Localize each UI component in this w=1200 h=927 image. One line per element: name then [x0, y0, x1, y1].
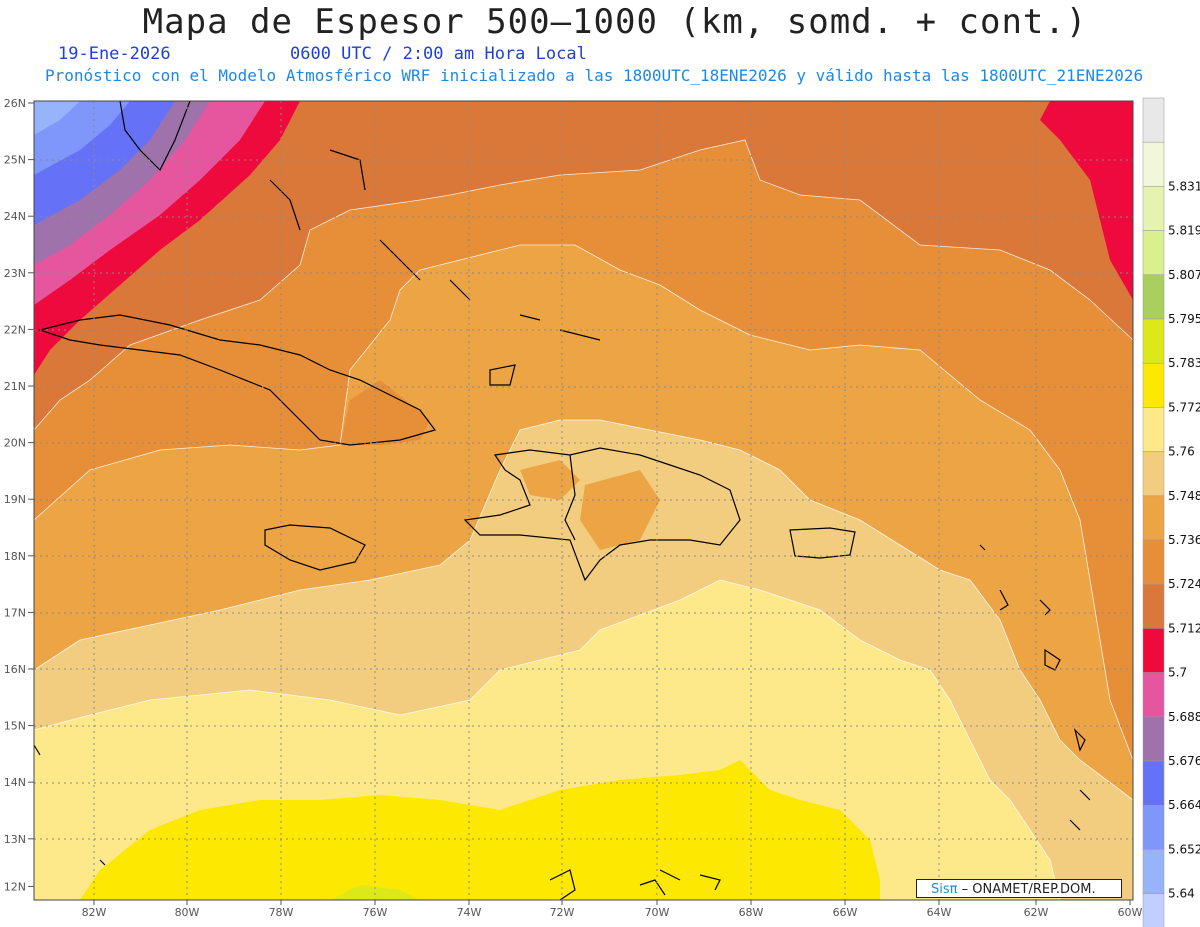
lat-tick-label: 13N [4, 833, 26, 846]
legend-swatch [1142, 539, 1165, 585]
legend-swatch [1142, 97, 1165, 143]
lat-tick-label: 12N [4, 880, 26, 893]
legend-swatch [1142, 849, 1165, 894]
longitude-axis: 82W 80W 78W 76W 74W 72W 70W 68W 66W 64W 62W 60W [82, 900, 1143, 919]
legend-label: 5.64 [1168, 887, 1195, 901]
band-5772 [80, 760, 880, 900]
lat-tick-label: 22N [4, 323, 26, 336]
legend-swatch [1142, 274, 1165, 320]
lon-tick-label: 70W [645, 906, 670, 919]
lon-tick-label: 62W [1024, 906, 1049, 919]
legend-label: 5.676 [1168, 754, 1200, 768]
legend-label: 5.748 [1168, 489, 1200, 503]
legend-label: 5.819 [1168, 224, 1200, 238]
legend-swatch [1142, 230, 1165, 276]
legend-swatch [1142, 804, 1165, 850]
sispi-brand: Sisπ [931, 882, 958, 897]
lon-tick-label: 82W [82, 906, 107, 919]
lat-tick-label: 14N [4, 776, 26, 789]
legend-swatch [1142, 451, 1165, 497]
legend-swatch [1142, 893, 1165, 927]
lon-tick-label: 68W [739, 906, 764, 919]
credit-org: – ONAMET/REP.DOM. [957, 882, 1096, 897]
legend-label: 5.688 [1168, 710, 1200, 724]
legend-label: 5.652 [1168, 842, 1200, 856]
credit-box: Sisπ – ONAMET/REP.DOM. [916, 879, 1122, 898]
forecast-time: 0600 UTC / 2:00 am Hora Local [290, 44, 587, 64]
lat-tick-label: 24N [4, 210, 26, 223]
contour-fill-layer [34, 101, 1133, 900]
legend-label: 5.736 [1168, 533, 1200, 547]
legend-swatch [1142, 186, 1165, 231]
lon-tick-label: 66W [833, 906, 858, 919]
lon-tick-label: 78W [269, 906, 294, 919]
legend-swatch [1142, 141, 1165, 187]
lon-tick-label: 72W [550, 906, 575, 919]
legend-swatch [1142, 495, 1165, 541]
lon-tick-label: 64W [927, 906, 952, 919]
forecast-date: 19-Ene-2026 [58, 44, 171, 64]
legend-label: 5.795 [1168, 312, 1200, 326]
legend-label: 5.772 [1168, 400, 1200, 414]
lat-tick-label: 17N [4, 606, 26, 619]
legend-label: 5.7 [1168, 666, 1187, 680]
legend-label: 5.831 [1168, 179, 1200, 193]
legend-label: 5.807 [1168, 268, 1200, 282]
legend-swatch [1142, 760, 1165, 806]
legend-label: 5.724 [1168, 577, 1200, 591]
lat-tick-label: 21N [4, 380, 26, 393]
lat-tick-label: 20N [4, 437, 26, 450]
lat-tick-label: 18N [4, 550, 26, 563]
model-description: Pronóstico con el Modelo Atmosférico WRF… [45, 66, 1144, 85]
lat-tick-label: 16N [4, 663, 26, 676]
legend-swatch [1142, 318, 1165, 364]
lon-tick-label: 80W [175, 906, 200, 919]
legend-swatch [1142, 583, 1165, 629]
lat-tick-label: 19N [4, 493, 26, 506]
legend-label: 5.664 [1168, 798, 1200, 812]
legend-swatch [1142, 672, 1165, 718]
legend-swatch [1142, 407, 1165, 452]
band-5712 [34, 101, 1133, 430]
legend-swatch [1142, 362, 1165, 408]
legend-label: 5.76 [1168, 445, 1195, 459]
legend-swatch [1142, 628, 1165, 673]
lon-tick-label: 60W [1118, 906, 1143, 919]
coastlines [34, 101, 1091, 900]
lat-tick-label: 26N [4, 97, 26, 110]
graticule [34, 101, 1133, 900]
lon-tick-label: 76W [363, 906, 388, 919]
colorbar-legend: 5.831 5.819 5.807 5.795 5.783 5.772 5.76 5.748 5… [1142, 97, 1200, 927]
lat-tick-label: 15N [4, 720, 26, 733]
legend-label: 5.712 [1168, 621, 1200, 635]
legend-label: 5.783 [1168, 356, 1200, 370]
legend-swatch [1142, 716, 1165, 762]
lon-tick-label: 74W [457, 906, 482, 919]
map-frame [33, 100, 1134, 901]
latitude-axis: 26N 25N 24N 23N 22N 21N 20N 19N 18N 17N 16N 15N 14N 1… [4, 97, 34, 893]
lat-tick-label: 25N [4, 154, 26, 167]
map-title: Mapa de Espesor 500–1000 (km, somd. + co… [142, 2, 1088, 42]
lat-tick-label: 23N [4, 267, 26, 280]
